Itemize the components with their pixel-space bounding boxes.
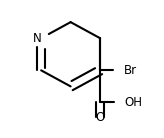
Text: O: O (95, 111, 105, 124)
Text: OH: OH (124, 96, 142, 109)
Text: N: N (32, 32, 41, 45)
Text: Br: Br (124, 64, 137, 77)
